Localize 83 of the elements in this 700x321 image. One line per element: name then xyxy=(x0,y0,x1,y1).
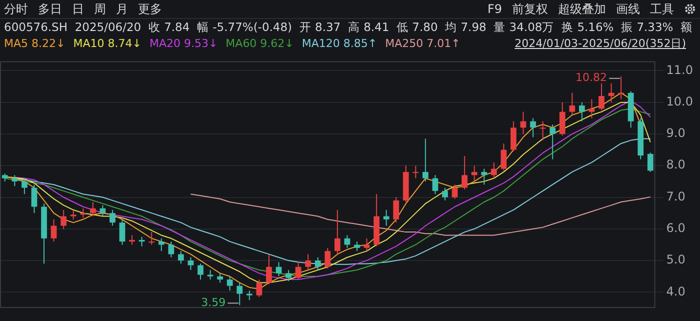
candlestick xyxy=(588,98,595,119)
text: MA20 9.53↓ xyxy=(149,37,218,50)
candlestick xyxy=(168,241,174,258)
y-tick-label: 10.0 xyxy=(666,94,693,108)
candlestick xyxy=(647,152,654,172)
y-tick-label: 11.0 xyxy=(666,62,693,77)
y-tick-label: 6.0 xyxy=(666,221,686,236)
candlestick xyxy=(598,82,604,111)
text: MA120 8.85↑ xyxy=(302,37,378,50)
candlestick xyxy=(578,102,585,122)
text: 分时 xyxy=(4,0,28,18)
candlestick xyxy=(364,238,370,252)
candlestick xyxy=(60,209,67,230)
candlestick xyxy=(500,142,507,171)
text: 画线 xyxy=(616,0,640,18)
candlestick xyxy=(324,247,331,269)
candlestick xyxy=(618,76,624,100)
candlestick xyxy=(412,165,419,179)
candlestick xyxy=(442,187,448,201)
y-tick-label: 7.0 xyxy=(666,189,686,204)
candlestick xyxy=(422,138,428,182)
text: MA60 9.62↓ xyxy=(226,37,294,50)
candlestick xyxy=(31,184,38,214)
candlestick xyxy=(393,196,400,224)
text: 工具 xyxy=(650,0,674,18)
candlestick xyxy=(246,290,252,301)
candlestick xyxy=(110,209,116,226)
candlestick xyxy=(334,209,340,255)
candlestick xyxy=(530,118,536,138)
chart-subtitle: 600576.SH 2025/06/20 收 7.84 幅 -5.77%(-0.48) 开 8.37 高 8.41 低 7.80 均 7.98 量 34.08万 换 5.16% 振 7.33% 额 xyxy=(3,19,694,36)
y-tick-label: 4.0 xyxy=(666,284,686,298)
text: 前复权 xyxy=(512,0,548,18)
candlestick xyxy=(266,254,272,285)
candlestick xyxy=(452,184,458,200)
candlestick xyxy=(50,218,57,242)
candlestick xyxy=(90,202,96,217)
y-tick-label: 8.0 xyxy=(666,158,686,172)
text: 更多 xyxy=(138,0,162,18)
candlestick xyxy=(314,256,321,271)
candlestick xyxy=(305,254,312,271)
candlestick xyxy=(119,218,126,246)
chart-title: 2024/01/03-2025/06/20(352日) xyxy=(514,36,686,51)
candlestick xyxy=(70,209,76,220)
candlestick xyxy=(256,279,262,298)
y-tick-label: 5.0 xyxy=(666,252,686,267)
text: F9 xyxy=(487,2,502,16)
candlestick xyxy=(12,174,18,187)
annotation: 10.82 xyxy=(576,71,608,84)
candlestick xyxy=(540,120,546,141)
text: 超级叠加 xyxy=(558,0,606,18)
candlestick xyxy=(236,282,243,306)
candlestick xyxy=(217,272,223,284)
candlestick xyxy=(158,238,164,252)
candlestick xyxy=(383,209,390,226)
candlestick xyxy=(198,263,204,280)
candlestick xyxy=(286,270,292,282)
candlestick xyxy=(295,262,302,280)
candlestick xyxy=(462,156,468,190)
annotation: 3.59 xyxy=(201,296,226,310)
candlestick xyxy=(569,92,576,116)
text: 多日 xyxy=(38,0,62,18)
candlestick xyxy=(550,124,556,160)
candlestick xyxy=(178,250,184,264)
candlestick xyxy=(559,102,566,136)
text: MA250 7.01↑ xyxy=(385,37,460,50)
text: MA10 8.74↓ xyxy=(73,37,142,50)
candlestick xyxy=(432,174,438,195)
text: MA5 8.22↓ xyxy=(4,37,66,50)
candlestick xyxy=(129,234,135,246)
candlestick xyxy=(148,232,155,246)
text: 日 xyxy=(72,0,84,18)
y-tick-label: 9.0 xyxy=(666,126,686,140)
candlestick xyxy=(481,168,488,186)
text: 周 xyxy=(94,0,106,18)
candlestick xyxy=(354,241,360,252)
candlestick xyxy=(226,276,233,292)
candlestick xyxy=(490,162,497,179)
candlestick xyxy=(80,208,86,218)
candlestick xyxy=(22,178,28,195)
candlestick xyxy=(510,120,516,152)
text: 月 xyxy=(116,0,128,18)
candlestick xyxy=(188,256,194,271)
candlestick xyxy=(471,165,478,182)
